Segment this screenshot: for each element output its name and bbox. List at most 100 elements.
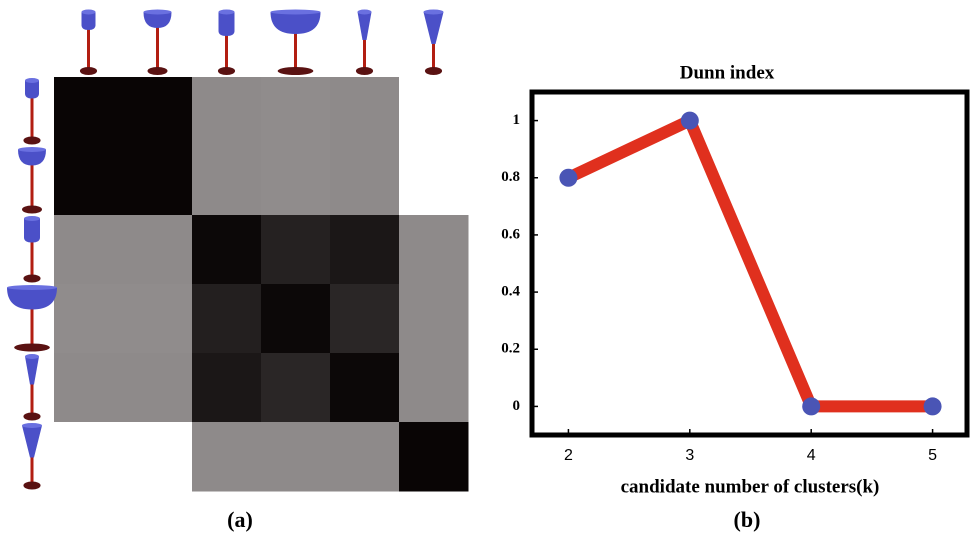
glass-bowl (7, 288, 57, 310)
glass-bowl (24, 219, 40, 243)
glass-icon (22, 423, 42, 490)
glass-base (278, 67, 314, 75)
y-tick-label: 0.2 (501, 341, 520, 357)
glass-rim (271, 10, 321, 15)
x-tick-label: 5 (928, 447, 937, 464)
glass-base (80, 67, 97, 75)
glass-rim (7, 285, 57, 290)
heatmap-cell (330, 353, 400, 423)
glass-icon (7, 285, 57, 352)
y-tick-label: 0.8 (501, 169, 520, 185)
heatmap-cell (123, 146, 193, 216)
heatmap-cell (123, 215, 193, 285)
glass-rim (22, 423, 42, 428)
heatmap-cell (330, 77, 400, 147)
glass-rim (25, 354, 39, 359)
heatmap-cell (261, 215, 331, 285)
heatmap-cell (261, 422, 331, 492)
heatmap-cell (261, 146, 331, 216)
glass-base (218, 67, 235, 75)
heatmap-cell (192, 146, 262, 216)
heatmap-cell (54, 146, 124, 216)
glass-bowl (424, 12, 444, 44)
x-tick-label: 3 (685, 447, 694, 464)
glass-rim (219, 10, 235, 15)
y-tick-label: 0.4 (501, 284, 520, 300)
glass-base (23, 482, 40, 490)
heatmap-cell (123, 284, 193, 354)
heatmap-cell (261, 284, 331, 354)
heatmap-cell (54, 77, 124, 147)
y-tick-label: 1 (513, 112, 521, 128)
heatmap-cell (261, 77, 331, 147)
heatmap-cell (330, 422, 400, 492)
glass-base (23, 413, 40, 421)
heatmap-cell (123, 353, 193, 423)
glass-rim (18, 147, 46, 152)
glass-bowl (219, 12, 235, 36)
heatmap-cell (54, 284, 124, 354)
glass-bowl (271, 12, 321, 34)
glass-rim (358, 10, 372, 15)
data-point (924, 397, 942, 415)
x-tick-label: 4 (807, 447, 816, 464)
glass-icon (18, 147, 46, 214)
glass-rim (24, 216, 40, 221)
heatmap-cell (192, 284, 262, 354)
heatmap-cell (54, 353, 124, 423)
glass-base (14, 344, 50, 352)
glass-icon (23, 216, 40, 283)
heatmap-cell (192, 353, 262, 423)
y-tick-label: 0 (513, 398, 521, 414)
heatmap-cell (261, 353, 331, 423)
glass-base (148, 67, 168, 75)
glass-icon (424, 10, 444, 76)
y-tick-label: 0.6 (501, 226, 520, 242)
heatmap-cell (123, 77, 193, 147)
heatmap-cell (123, 422, 193, 492)
heatmap-cell (192, 77, 262, 147)
heatmap-cell (54, 422, 124, 492)
data-line (568, 121, 932, 407)
heatmap-cell (399, 353, 469, 423)
caption: (b) (734, 507, 761, 532)
heatmap-cell (399, 77, 469, 147)
glass-bowl (358, 12, 372, 40)
glass-icon (23, 354, 40, 421)
heatmap-cell (54, 215, 124, 285)
glass-base (356, 67, 373, 75)
glass-icon (356, 10, 373, 76)
figure: (a) (b) Dunn index candidate number of c… (0, 0, 971, 539)
heatmap-cell (399, 146, 469, 216)
chart-title: Dunn index (680, 62, 775, 83)
data-point (681, 112, 699, 130)
x-tick-label: 2 (564, 447, 573, 464)
heatmap-cell (192, 215, 262, 285)
heatmap-cell (330, 146, 400, 216)
glass-base (23, 137, 40, 145)
heatmap-cell (192, 422, 262, 492)
glass-bowl (82, 12, 96, 30)
caption: (a) (227, 507, 253, 532)
glass-icon (271, 10, 321, 76)
data-point (802, 397, 820, 415)
glass-icon (80, 10, 97, 76)
heatmap-cell (399, 422, 469, 492)
glass-base (23, 275, 40, 283)
heatmap-cell (399, 284, 469, 354)
heatmap-cell (399, 215, 469, 285)
glass-icon (218, 10, 235, 76)
glass-rim (424, 10, 444, 15)
glass-bowl (22, 426, 42, 458)
glass-icon (144, 10, 172, 76)
heatmap-cell (330, 284, 400, 354)
heatmap-cell (330, 215, 400, 285)
glass-base (22, 206, 42, 214)
glass-bowl (25, 357, 39, 385)
glass-bowl (25, 81, 39, 99)
glass-icon (23, 78, 40, 145)
x-axis-label: candidate number of clusters(k) (621, 476, 880, 497)
glass-rim (144, 10, 172, 15)
glass-base (425, 67, 442, 75)
data-point (559, 169, 577, 187)
